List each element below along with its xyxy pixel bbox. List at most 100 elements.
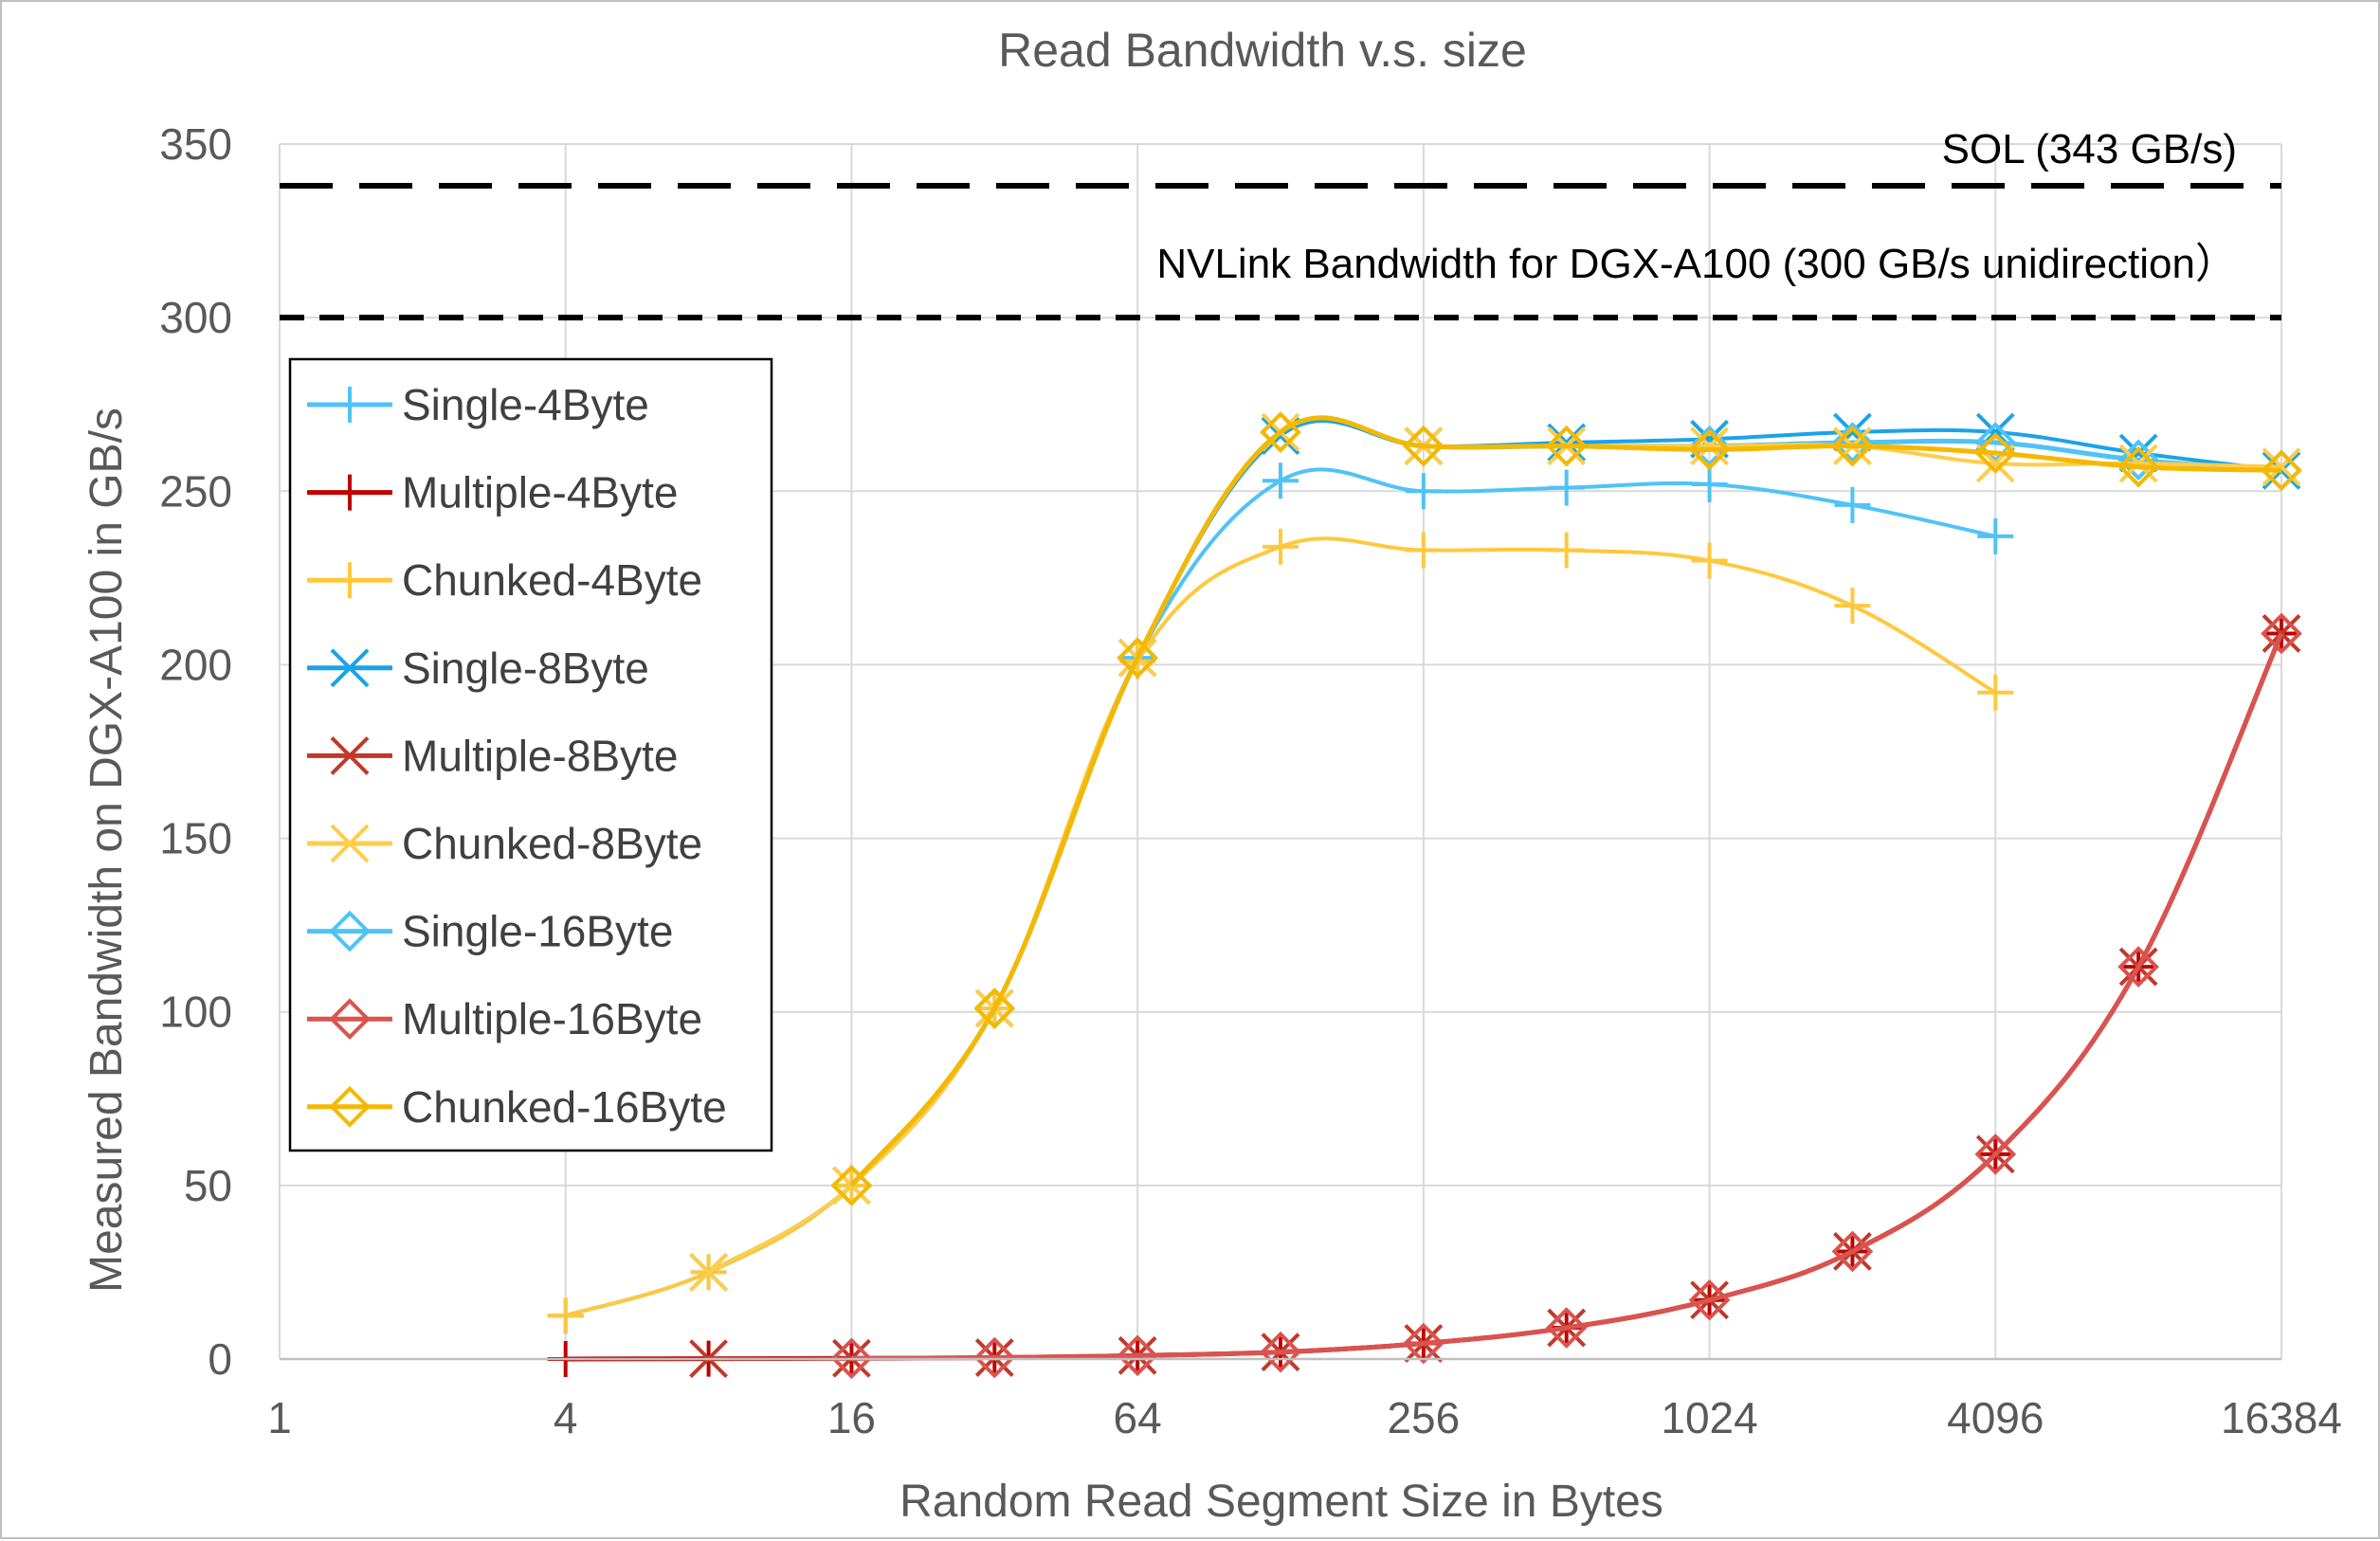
data-point bbox=[1977, 674, 2014, 711]
x-tick-label: 64 bbox=[1114, 1393, 1162, 1442]
data-point bbox=[1831, 1230, 1874, 1273]
legend-label: Single-4Byte bbox=[402, 380, 649, 429]
data-point bbox=[1263, 528, 1299, 565]
data-point bbox=[1260, 1331, 1301, 1373]
data-point bbox=[1117, 1334, 1158, 1377]
y-tick-label: 350 bbox=[159, 119, 232, 169]
data-point bbox=[1545, 425, 1588, 467]
series-line bbox=[851, 632, 2284, 1361]
x-tick-label: 4 bbox=[554, 1393, 578, 1442]
series-line bbox=[565, 467, 1996, 1318]
data-point bbox=[1260, 411, 1301, 453]
y-tick-label: 250 bbox=[159, 466, 232, 516]
legend-label: Single-8Byte bbox=[402, 644, 649, 693]
legend-item: Multiple-4Byte bbox=[307, 468, 678, 517]
data-point bbox=[1834, 588, 1871, 625]
data-point bbox=[1974, 422, 2017, 463]
data-point bbox=[1974, 432, 2017, 474]
legend-label: Chunked-8Byte bbox=[402, 819, 702, 868]
data-point bbox=[1977, 517, 2014, 554]
data-point bbox=[830, 1165, 873, 1206]
series-multiple-8byte bbox=[689, 614, 2301, 1379]
legend-item: Chunked-16Byte bbox=[307, 1082, 727, 1132]
legend-item: Multiple-16Byte bbox=[307, 994, 702, 1043]
data-point bbox=[1405, 532, 1442, 569]
series-line bbox=[565, 536, 1997, 1318]
legend-item: Chunked-4Byte bbox=[307, 555, 702, 605]
data-point bbox=[547, 1297, 584, 1334]
data-point bbox=[973, 988, 1016, 1029]
legend-item: Single-8Byte bbox=[307, 644, 649, 693]
x-tick-label: 1024 bbox=[1661, 1393, 1757, 1442]
x-tick-label: 16 bbox=[827, 1393, 876, 1442]
series-line bbox=[708, 632, 2283, 1361]
data-point bbox=[1545, 1307, 1588, 1349]
series-chunked-8byte bbox=[689, 412, 2301, 1292]
x-axis-label: Random Read Segment Size in Bytes bbox=[899, 1477, 1663, 1527]
data-point bbox=[329, 910, 371, 952]
data-point bbox=[973, 1336, 1016, 1379]
data-point bbox=[332, 387, 368, 423]
data-point bbox=[2261, 449, 2302, 492]
data-point bbox=[330, 824, 370, 863]
x-tick-label: 1 bbox=[267, 1393, 292, 1442]
legend-label: Multiple-16Byte bbox=[402, 994, 702, 1043]
series-chunked-16byte bbox=[830, 411, 2302, 1206]
data-point bbox=[1688, 428, 1731, 471]
series-multiple-16byte bbox=[830, 612, 2302, 1380]
legend-item: Chunked-8Byte bbox=[307, 819, 702, 868]
data-point bbox=[1263, 462, 1299, 499]
data-point bbox=[329, 998, 371, 1041]
data-point bbox=[1403, 425, 1444, 467]
x-tick-label: 4096 bbox=[1947, 1393, 2044, 1442]
data-point bbox=[1688, 1278, 1731, 1321]
legend-label: Chunked-16Byte bbox=[402, 1082, 727, 1132]
data-point bbox=[1405, 473, 1442, 510]
data-point bbox=[332, 562, 368, 599]
data-point bbox=[332, 474, 368, 511]
x-tick-label: 16384 bbox=[2221, 1393, 2342, 1442]
reference-lines: SOL (343 GB/s) NVLink Bandwidth for DGX-A… bbox=[280, 126, 2281, 321]
reference-line-label: NVLink Bandwidth for DGX-A100 (300 GB/s … bbox=[1156, 241, 2237, 287]
data-point bbox=[2117, 946, 2159, 988]
data-point bbox=[1691, 542, 1728, 579]
legend: Single-4Byte Multiple-4Byte Chunked-4Byte S… bbox=[288, 357, 773, 1152]
x-tick-label: 256 bbox=[1387, 1393, 1460, 1442]
legend-item: Single-16Byte bbox=[307, 907, 673, 956]
y-tick-label: 50 bbox=[184, 1161, 232, 1210]
data-point bbox=[329, 1085, 371, 1128]
legend-label: Chunked-4Byte bbox=[402, 555, 702, 605]
data-point bbox=[330, 648, 370, 688]
reference-line-label: SOL (343 GB/s) bbox=[1942, 126, 2237, 172]
data-point bbox=[1403, 1322, 1444, 1365]
data-point bbox=[2261, 612, 2302, 655]
data-point bbox=[1834, 486, 1871, 523]
data-point bbox=[1691, 465, 1728, 502]
data-point bbox=[1688, 425, 1731, 467]
legend-label: Single-16Byte bbox=[402, 907, 673, 956]
legend-label: Multiple-8Byte bbox=[402, 731, 678, 780]
y-tick-label: 300 bbox=[159, 293, 232, 342]
y-axis-label: Measured Bandwidth on DGX-A100 in GB/s bbox=[82, 408, 132, 1293]
data-point bbox=[1117, 637, 1158, 679]
data-point bbox=[2117, 445, 2159, 488]
chart-title: Read Bandwidth v.s. size bbox=[998, 24, 1527, 77]
data-point bbox=[689, 1253, 728, 1292]
data-point bbox=[2262, 450, 2301, 490]
axes: 1 4 16 64 256 1024 4096 16384 0 50 100 150 200 250 300… bbox=[159, 119, 2342, 1442]
data-point bbox=[1548, 469, 1585, 506]
data-point bbox=[1548, 532, 1585, 569]
series-line bbox=[707, 415, 2282, 1275]
y-tick-label: 0 bbox=[208, 1334, 232, 1384]
series-single-8byte bbox=[689, 412, 2301, 1292]
data-point bbox=[330, 735, 370, 775]
legend-label: Multiple-4Byte bbox=[402, 468, 678, 517]
y-tick-label: 100 bbox=[159, 988, 232, 1037]
y-tick-label: 150 bbox=[159, 814, 232, 863]
y-tick-label: 200 bbox=[159, 640, 232, 689]
legend-item: Single-4Byte bbox=[307, 380, 649, 429]
legend-item: Multiple-8Byte bbox=[307, 731, 678, 780]
data-point bbox=[1974, 1133, 2017, 1175]
